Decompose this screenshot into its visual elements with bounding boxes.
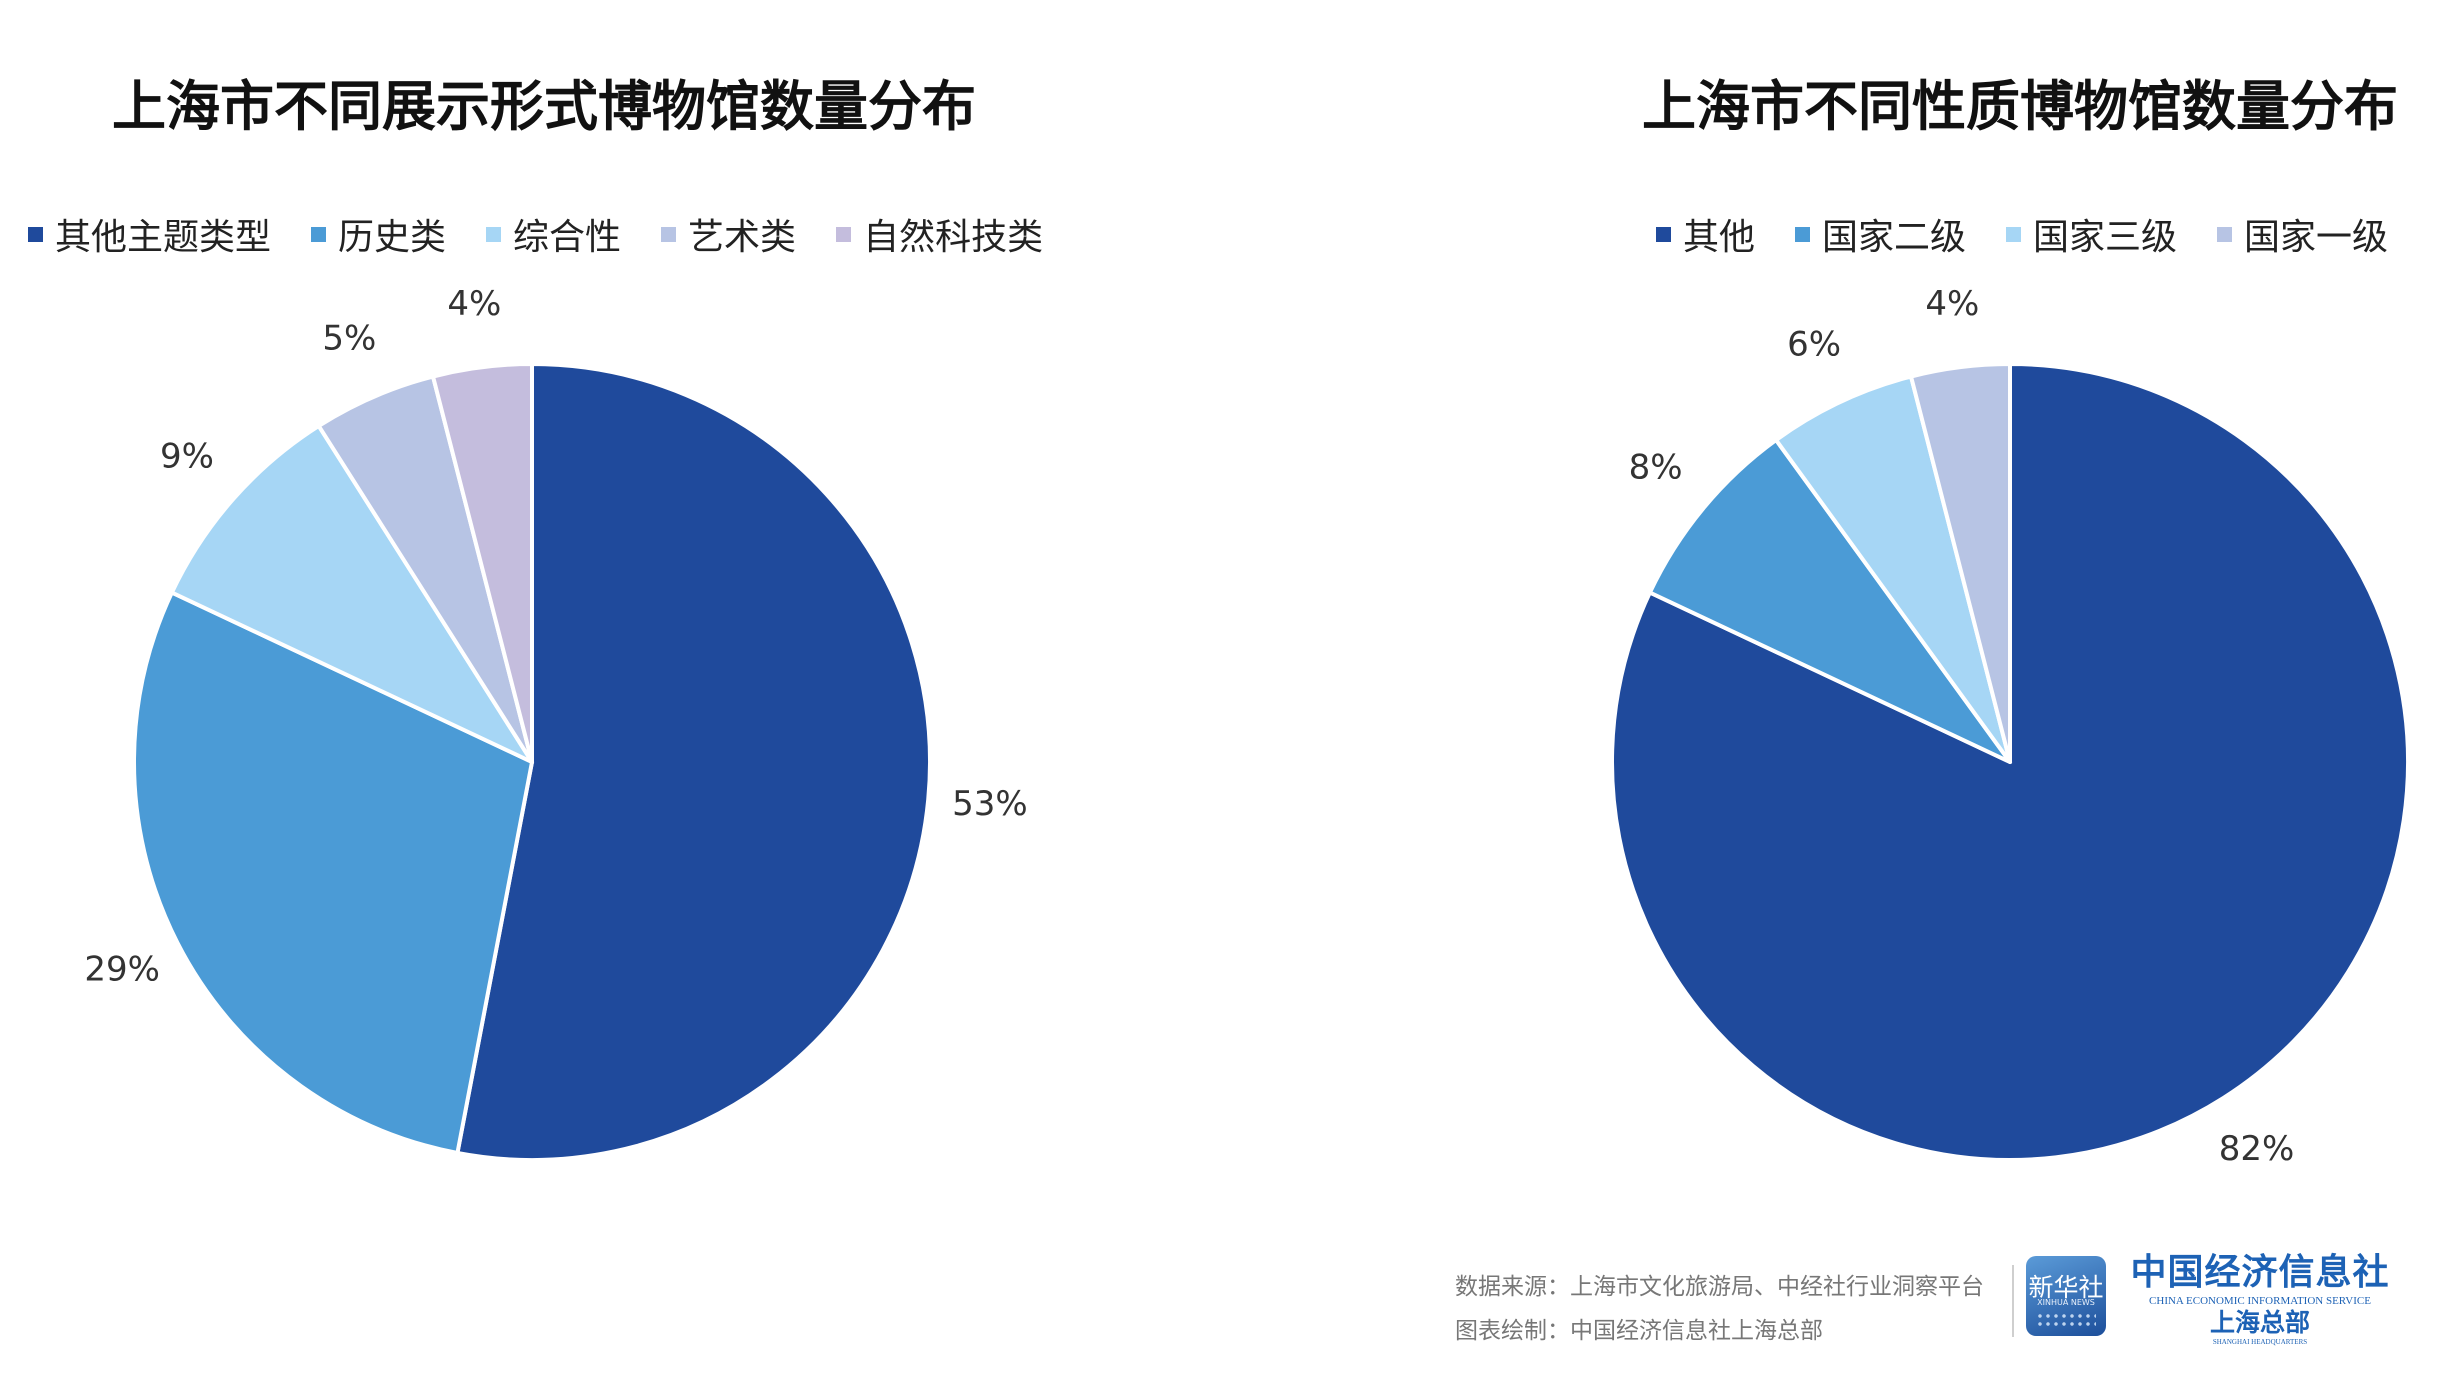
legend-label: 历史类 [338,217,447,258]
legend-label: 国家二级 [1822,217,1967,258]
slice-label: 29% [84,949,160,989]
slice-label: 8% [1629,447,1683,487]
legend-label: 自然科技类 [863,217,1044,258]
slice-label: 4% [447,284,501,324]
pie-slice [169,423,534,764]
slice-label: 9% [160,436,214,476]
org-logo: 中国经济信息社 CHINA ECONOMIC INFORMATION SERVI… [2128,1250,2392,1347]
legend-label: 其他 [1683,217,1756,258]
legend-item: 国家一级 [2217,208,2388,260]
org-branch-en: SHANGHAI HEADQUARTERS [2212,1338,2308,1346]
footer-source: 数据来源：上海市文化旅游局、中经社行业洞察平台 [1455,1274,1984,1300]
legend-swatch [2217,226,2233,242]
slice-label: 82% [2219,1129,2295,1169]
slice-label: 5% [322,318,376,358]
legend-right: 其他 国家二级 国家三级 国家一级 [1656,208,2388,260]
legend-item: 历史类 [311,208,446,260]
legend-item: 自然科技类 [836,208,1043,260]
slice-label: 53% [952,784,1028,824]
legend-swatch [661,226,677,242]
legend-left: 其他主题类型 历史类 综合性 艺术类 自然科技类 [28,208,1043,260]
chart-title-left: 上海市不同展示形式博物馆数量分布 [112,75,976,138]
legend-item: 其他主题类型 [28,208,271,260]
pie-slice [1909,362,2012,764]
legend-swatch [836,226,852,242]
legend-label: 综合性 [513,217,622,258]
pie-slice [455,362,932,1162]
legend-swatch [486,226,502,242]
xinhua-logo: 新华社 XINHUA NEWS [2026,1256,2106,1336]
slice-label: 6% [1787,324,1841,364]
footer-credit: 图表绘制：中国经济信息社上海总部 [1455,1318,1823,1344]
legend-swatch [28,226,43,242]
org-branch: 上海总部 [2209,1308,2310,1337]
pie-slice [1774,374,2012,764]
xinhua-logo-dots [2036,1312,2096,1328]
legend-label: 其他主题类型 [55,217,272,258]
pie-slice [431,362,534,764]
org-name-en: CHINA ECONOMIC INFORMATION SERVICE [2149,1295,2371,1307]
legend-label: 艺术类 [688,217,797,258]
legend-item: 国家二级 [1795,208,1966,260]
footer: 数据来源：上海市文化旅游局、中经社行业洞察平台 图表绘制：中国经济信息社上海总部 [1455,1265,1984,1353]
legend-label: 国家三级 [2033,217,2178,258]
pie-slice [1647,438,2012,764]
footer-divider [2012,1265,2014,1337]
legend-item: 艺术类 [661,208,796,260]
legend-item: 综合性 [486,208,621,260]
pie-slice [132,590,534,1155]
org-name: 中国经济信息社 [2130,1251,2390,1293]
legend-swatch [1656,226,1671,242]
legend-swatch [1795,226,1811,242]
slice-label: 4% [1925,284,1979,324]
legend-item: 其他 [1656,208,1755,260]
xinhua-logo-sub: XINHUA NEWS [2037,1298,2095,1307]
legend-label: 国家一级 [2244,217,2389,258]
chart-title-right: 上海市不同性质博物馆数量分布 [1642,75,2398,138]
legend-item: 国家三级 [2006,208,2177,260]
legend-swatch [311,226,327,242]
xinhua-logo-text: 新华社 [2028,1273,2104,1302]
legend-swatch [2006,226,2022,242]
